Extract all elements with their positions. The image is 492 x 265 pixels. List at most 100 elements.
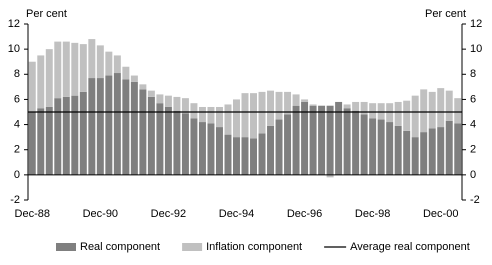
bar-segment (62, 96, 70, 175)
bar-segment (445, 120, 453, 175)
bar-segment (454, 98, 462, 124)
bar-segment (309, 104, 317, 106)
bar-segment (96, 45, 104, 79)
bar-segment (130, 75, 138, 82)
bar-segment (428, 91, 436, 129)
x-tick-label: Dec-94 (219, 208, 254, 220)
bar-segment (88, 78, 96, 175)
x-tick-label: Dec-88 (15, 208, 50, 220)
y-axis-label: Per cent (26, 8, 67, 20)
bar-segment (258, 91, 266, 134)
bar-segment (79, 91, 87, 175)
bar-segment (28, 112, 36, 175)
y2-tick-label: 6 (470, 93, 476, 105)
bar-segment (156, 103, 164, 175)
bar-segment (428, 128, 436, 175)
y2-tick-label: 0 (470, 169, 476, 181)
x-tick-label: Dec-98 (355, 208, 390, 220)
y-tick-label: 0 (14, 169, 20, 181)
bar-segment (207, 123, 215, 175)
bar-segment (45, 49, 53, 107)
bar-segment (377, 119, 385, 175)
bar-segment (335, 101, 343, 175)
y2-axis-label: Per cent (425, 8, 466, 20)
bar-segment (275, 91, 283, 120)
bar-segment (326, 105, 334, 175)
bar-segment (215, 106, 223, 128)
bar-segment (164, 95, 172, 107)
bar-segment (386, 103, 394, 123)
bar-segment (113, 73, 121, 175)
bar-segment (54, 98, 62, 175)
bar-segment (352, 101, 360, 111)
x-tick-label: Dec-90 (83, 208, 118, 220)
bar-segment (403, 100, 411, 131)
bar-segment (224, 104, 232, 135)
bar-segment (258, 133, 266, 175)
y2-tick-label: 2 (470, 144, 476, 156)
bar-segment (181, 113, 189, 175)
bar-segment (79, 44, 87, 92)
bar-segment (122, 79, 130, 175)
legend-label: Average real component (350, 241, 470, 253)
legend-label: Real component (80, 241, 160, 253)
y-tick-label: 6 (14, 93, 20, 105)
y2-tick-label: -2 (470, 194, 480, 206)
bar-segment (403, 130, 411, 175)
bar-segment (224, 134, 232, 175)
bar-segment (394, 101, 402, 126)
bar-segment (445, 90, 453, 121)
bar-segment (190, 103, 198, 119)
bar-segment (96, 78, 104, 175)
bar-segment (394, 125, 402, 175)
bar-segment (198, 106, 206, 123)
bar-segment (28, 61, 36, 112)
bar-segment (437, 88, 445, 128)
bar-segment (241, 93, 249, 138)
bar-segment (37, 108, 45, 175)
y2-tick-label: 10 (470, 43, 482, 55)
y-tick-label: -2 (10, 194, 20, 206)
bar-segment (173, 110, 181, 175)
bar-segment (411, 95, 419, 138)
bar-segment (326, 174, 334, 178)
y-tick-label: 10 (8, 43, 20, 55)
legend-label: Inflation component (206, 241, 302, 253)
bar-segment (360, 101, 368, 115)
bar-segment (318, 105, 326, 175)
bar-segment (250, 93, 257, 139)
bar-segment (147, 90, 155, 97)
y-tick-label: 12 (8, 18, 20, 30)
y2-tick-label: 12 (470, 18, 482, 30)
x-tick-label: Dec-96 (287, 208, 322, 220)
bar-segment (233, 99, 240, 138)
x-tick-label: Dec-00 (423, 208, 458, 220)
y2-tick-label: 4 (470, 118, 476, 130)
bar-segment (181, 98, 189, 114)
bar-segment (215, 127, 223, 175)
bar-segment (301, 99, 309, 102)
bar-segment (284, 91, 292, 115)
bar-segment (284, 114, 292, 175)
bar-segment (369, 118, 377, 175)
bar-segment (37, 55, 45, 109)
x-tick-label: Dec-92 (151, 208, 186, 220)
bar-segment (113, 55, 121, 74)
bar-segment (369, 103, 377, 119)
bar-segment (105, 75, 113, 175)
bar-segment (250, 138, 257, 175)
bar-segment (105, 51, 113, 76)
bar-segment (122, 66, 130, 80)
bar-segment (156, 94, 164, 104)
bar-segment (292, 105, 300, 175)
bar-segment (62, 41, 70, 97)
bar-segment (54, 41, 62, 99)
bar-segment (386, 122, 394, 175)
bar-segment (420, 89, 428, 133)
legend-swatch (182, 243, 203, 251)
bar-segment (88, 39, 96, 79)
bar-segment (71, 95, 79, 175)
bar-segment (275, 119, 283, 175)
bar-segment (309, 105, 317, 175)
y2-tick-label: 8 (470, 68, 476, 80)
